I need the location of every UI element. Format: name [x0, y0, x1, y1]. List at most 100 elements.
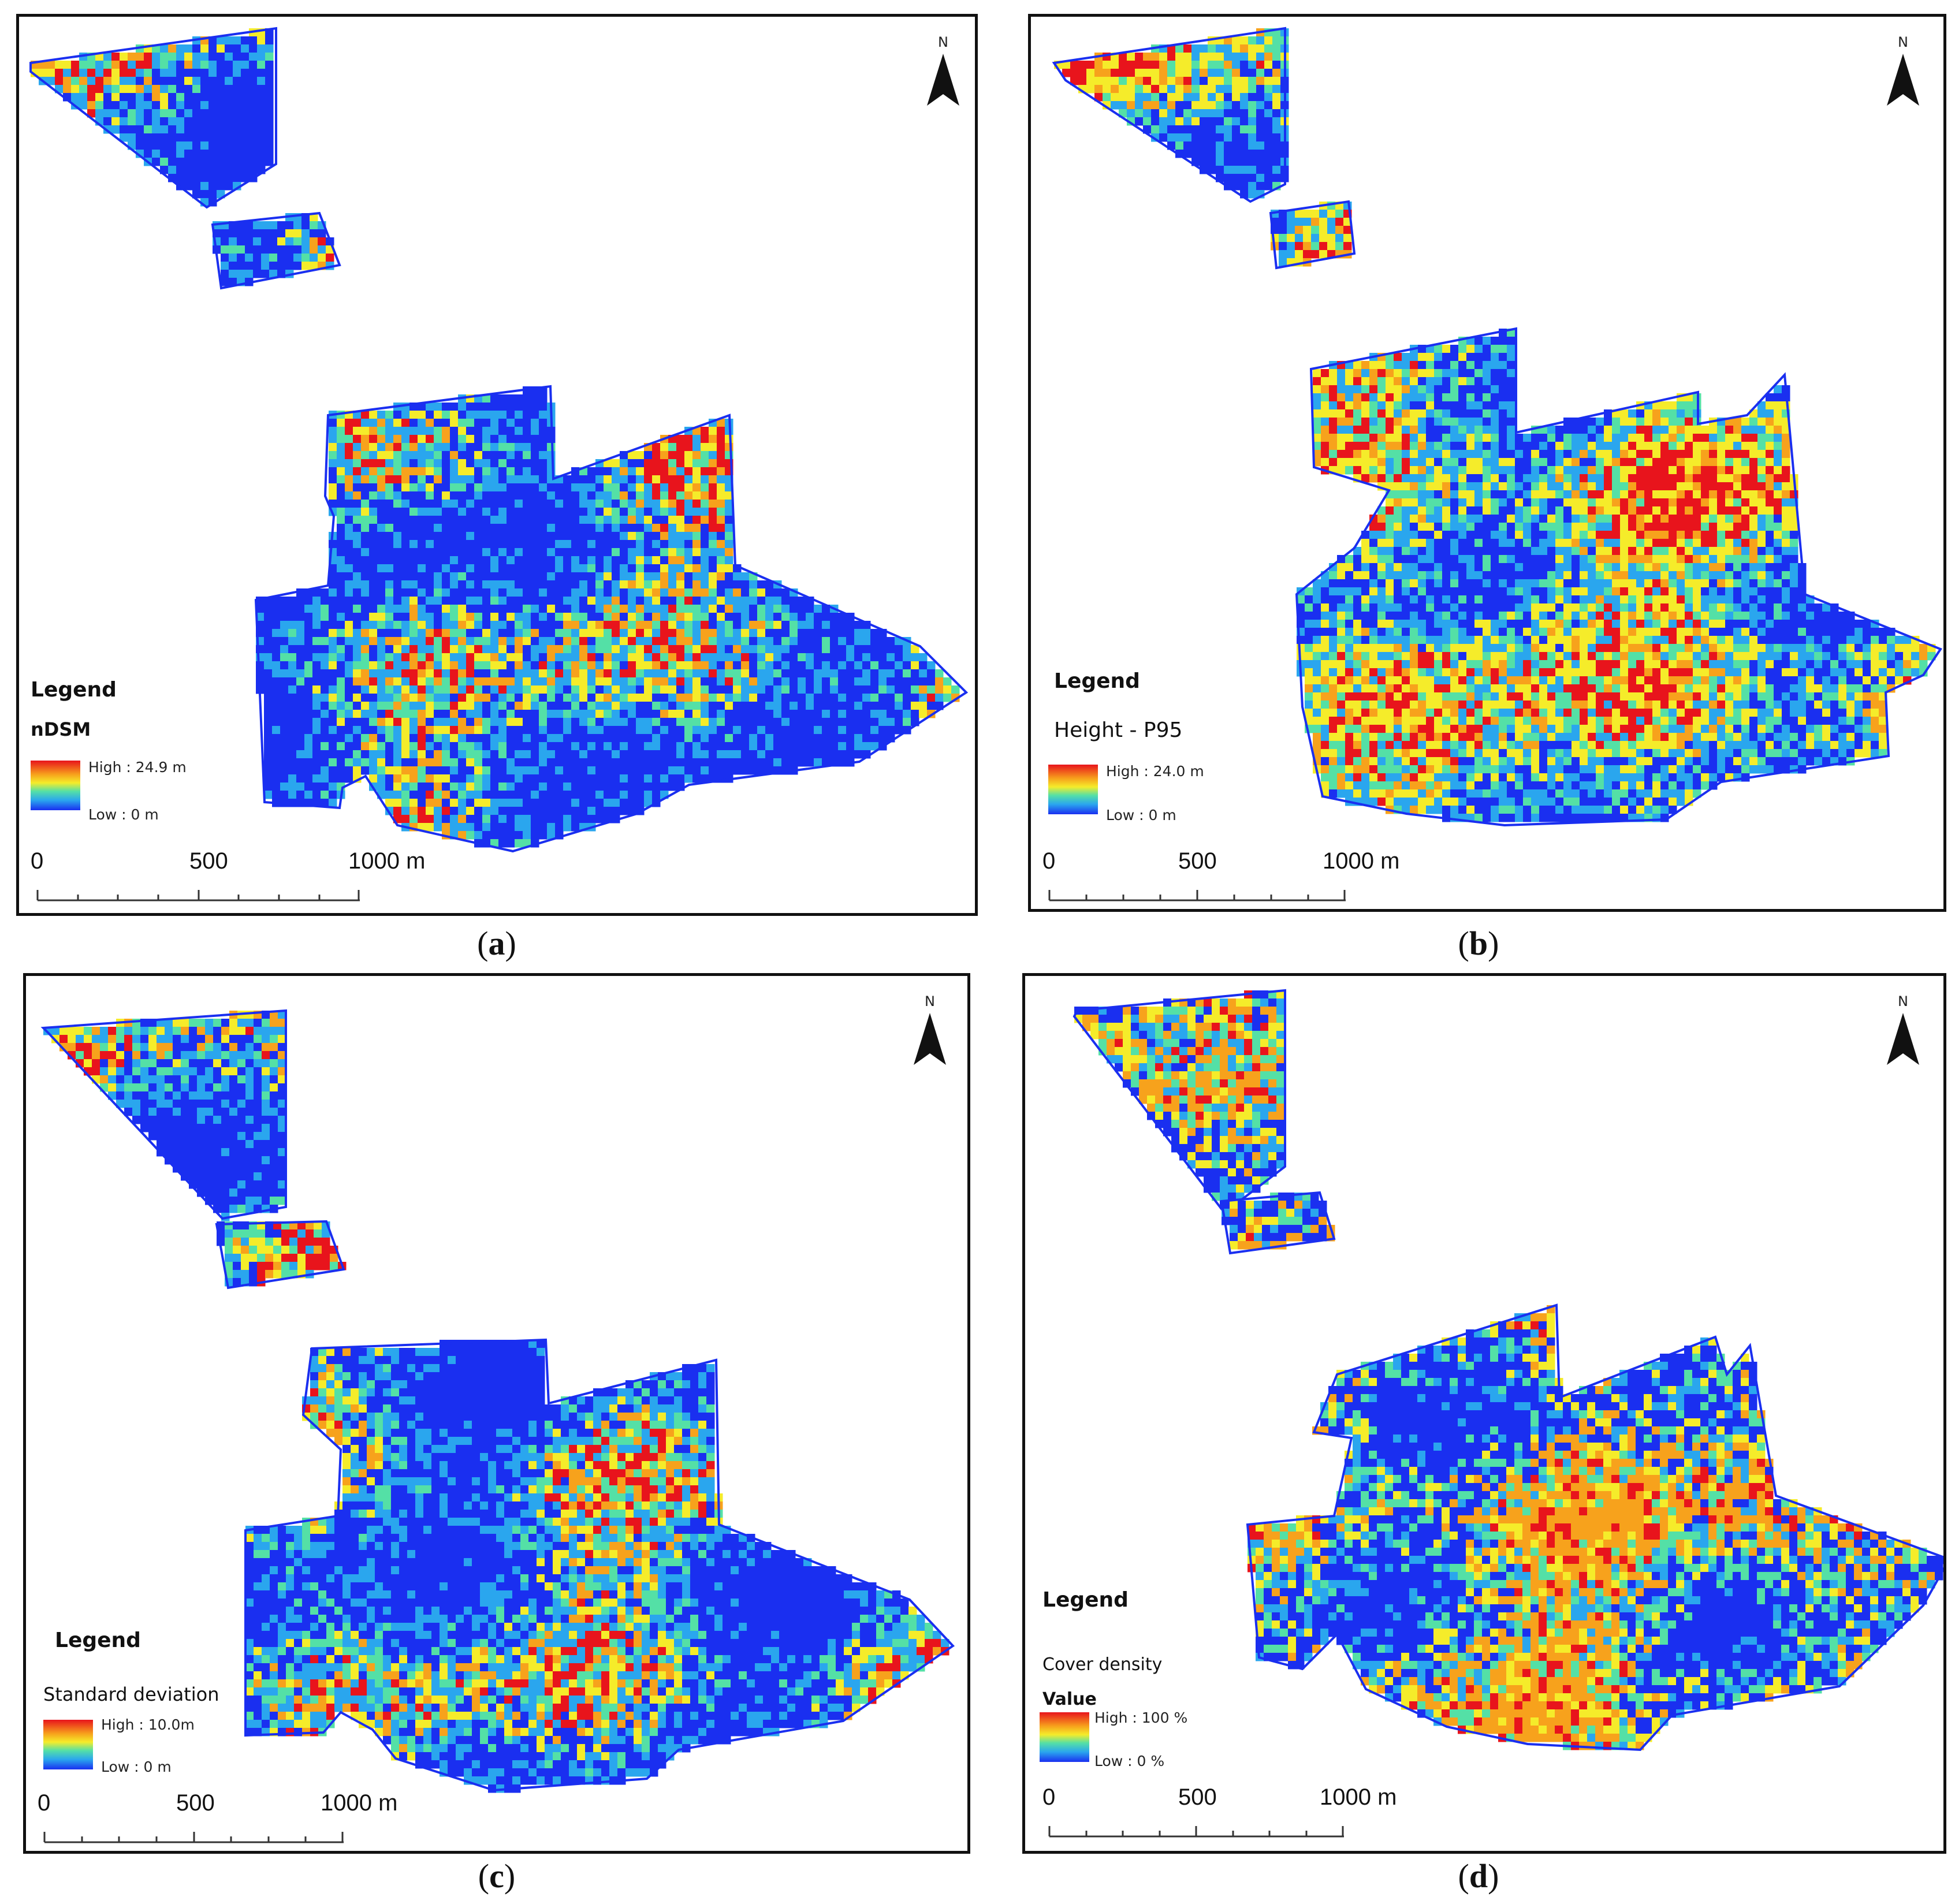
raster-cell	[523, 483, 531, 492]
raster-cell	[1272, 44, 1281, 53]
raster-cell	[579, 613, 588, 621]
raster-cell	[329, 637, 337, 646]
raster-cell	[838, 645, 847, 654]
raster-cell	[385, 435, 394, 444]
raster-cell	[612, 580, 620, 589]
raster-cell	[1483, 490, 1491, 499]
raster-cell	[337, 427, 345, 435]
raster-cell	[604, 572, 612, 581]
raster-cell	[579, 629, 588, 638]
raster-cell	[604, 532, 612, 541]
raster-cell	[321, 661, 329, 670]
raster-cell	[120, 93, 128, 102]
raster-cell	[523, 516, 531, 524]
raster-cell	[1539, 474, 1548, 483]
raster-cell	[225, 36, 233, 45]
raster-cell	[765, 653, 774, 662]
raster-cell	[628, 580, 636, 589]
raster-cell	[466, 645, 475, 654]
raster-cell	[798, 718, 806, 726]
raster-cell	[426, 734, 434, 743]
raster-cell	[790, 605, 798, 613]
raster-cell	[458, 443, 467, 452]
raster-cell	[539, 548, 548, 557]
raster-cell	[1660, 426, 1669, 434]
raster-cell	[498, 685, 507, 694]
raster-cell	[353, 491, 362, 500]
raster-cell	[474, 710, 483, 718]
raster-cell	[490, 532, 499, 541]
raster-cell	[660, 548, 669, 557]
raster-cell	[701, 669, 709, 678]
raster-cell	[498, 734, 507, 743]
raster-cell	[1580, 450, 1588, 459]
raster-cell	[604, 750, 612, 759]
raster-cell	[781, 605, 790, 613]
raster-cell	[935, 685, 944, 694]
raster-cell	[385, 419, 394, 427]
raster-cell	[136, 61, 144, 69]
raster-cell	[717, 718, 725, 726]
raster-cell	[310, 262, 318, 270]
raster-cell	[369, 564, 378, 573]
raster-cell	[337, 580, 345, 589]
raster-cell	[482, 467, 491, 476]
raster-cell	[1766, 409, 1774, 418]
raster-cell	[523, 500, 531, 508]
raster-cell	[887, 645, 895, 654]
raster-cell	[692, 669, 701, 678]
raster-cell	[636, 572, 645, 581]
raster-cell	[418, 548, 426, 557]
raster-cell	[814, 758, 822, 767]
raster-cell	[1151, 77, 1160, 85]
raster-cell	[806, 637, 814, 646]
raster-cell	[401, 475, 410, 484]
raster-cell	[531, 758, 539, 767]
raster-cell	[318, 229, 326, 238]
raster-cell	[1256, 44, 1265, 53]
raster-cell	[498, 508, 507, 516]
raster-cell	[515, 726, 523, 735]
raster-cell	[507, 459, 515, 468]
raster-cell	[579, 500, 588, 508]
raster-cell	[329, 669, 337, 678]
raster-cell	[531, 669, 539, 678]
raster-cell	[1208, 166, 1216, 174]
raster-cell	[265, 77, 274, 85]
raster-cell	[245, 229, 254, 238]
raster-cell	[353, 427, 362, 435]
raster-cell	[668, 710, 677, 718]
raster-cell	[409, 532, 418, 541]
raster-cell	[321, 774, 329, 783]
raster-cell	[604, 516, 612, 524]
raster-cell	[523, 467, 531, 476]
raster-cell	[644, 572, 653, 581]
raster-cell	[1377, 393, 1386, 402]
raster-cell	[1555, 474, 1564, 483]
raster-cell	[1474, 426, 1483, 434]
raster-cell	[385, 459, 394, 468]
raster-cell	[401, 548, 410, 557]
raster-cell	[1159, 77, 1168, 85]
raster-cell	[636, 791, 645, 799]
raster-cell	[1652, 458, 1661, 467]
raster-cell	[644, 669, 653, 678]
raster-cell	[1303, 250, 1312, 259]
raster-cell	[531, 718, 539, 726]
raster-cell	[288, 597, 297, 605]
raster-cell	[498, 564, 507, 573]
raster-cell	[458, 516, 467, 524]
raster-cell	[701, 556, 709, 565]
raster-cell	[507, 508, 515, 516]
raster-cell	[482, 459, 491, 468]
raster-cell	[285, 237, 294, 246]
raster-cell	[1491, 466, 1499, 475]
raster-cell	[482, 799, 491, 807]
raster-cell	[1361, 458, 1370, 467]
raster-cell	[741, 702, 750, 710]
raster-cell	[765, 710, 774, 718]
raster-cell	[523, 702, 531, 710]
raster-cell	[547, 532, 556, 541]
raster-cell	[563, 516, 572, 524]
raster-cell	[1588, 434, 1596, 442]
